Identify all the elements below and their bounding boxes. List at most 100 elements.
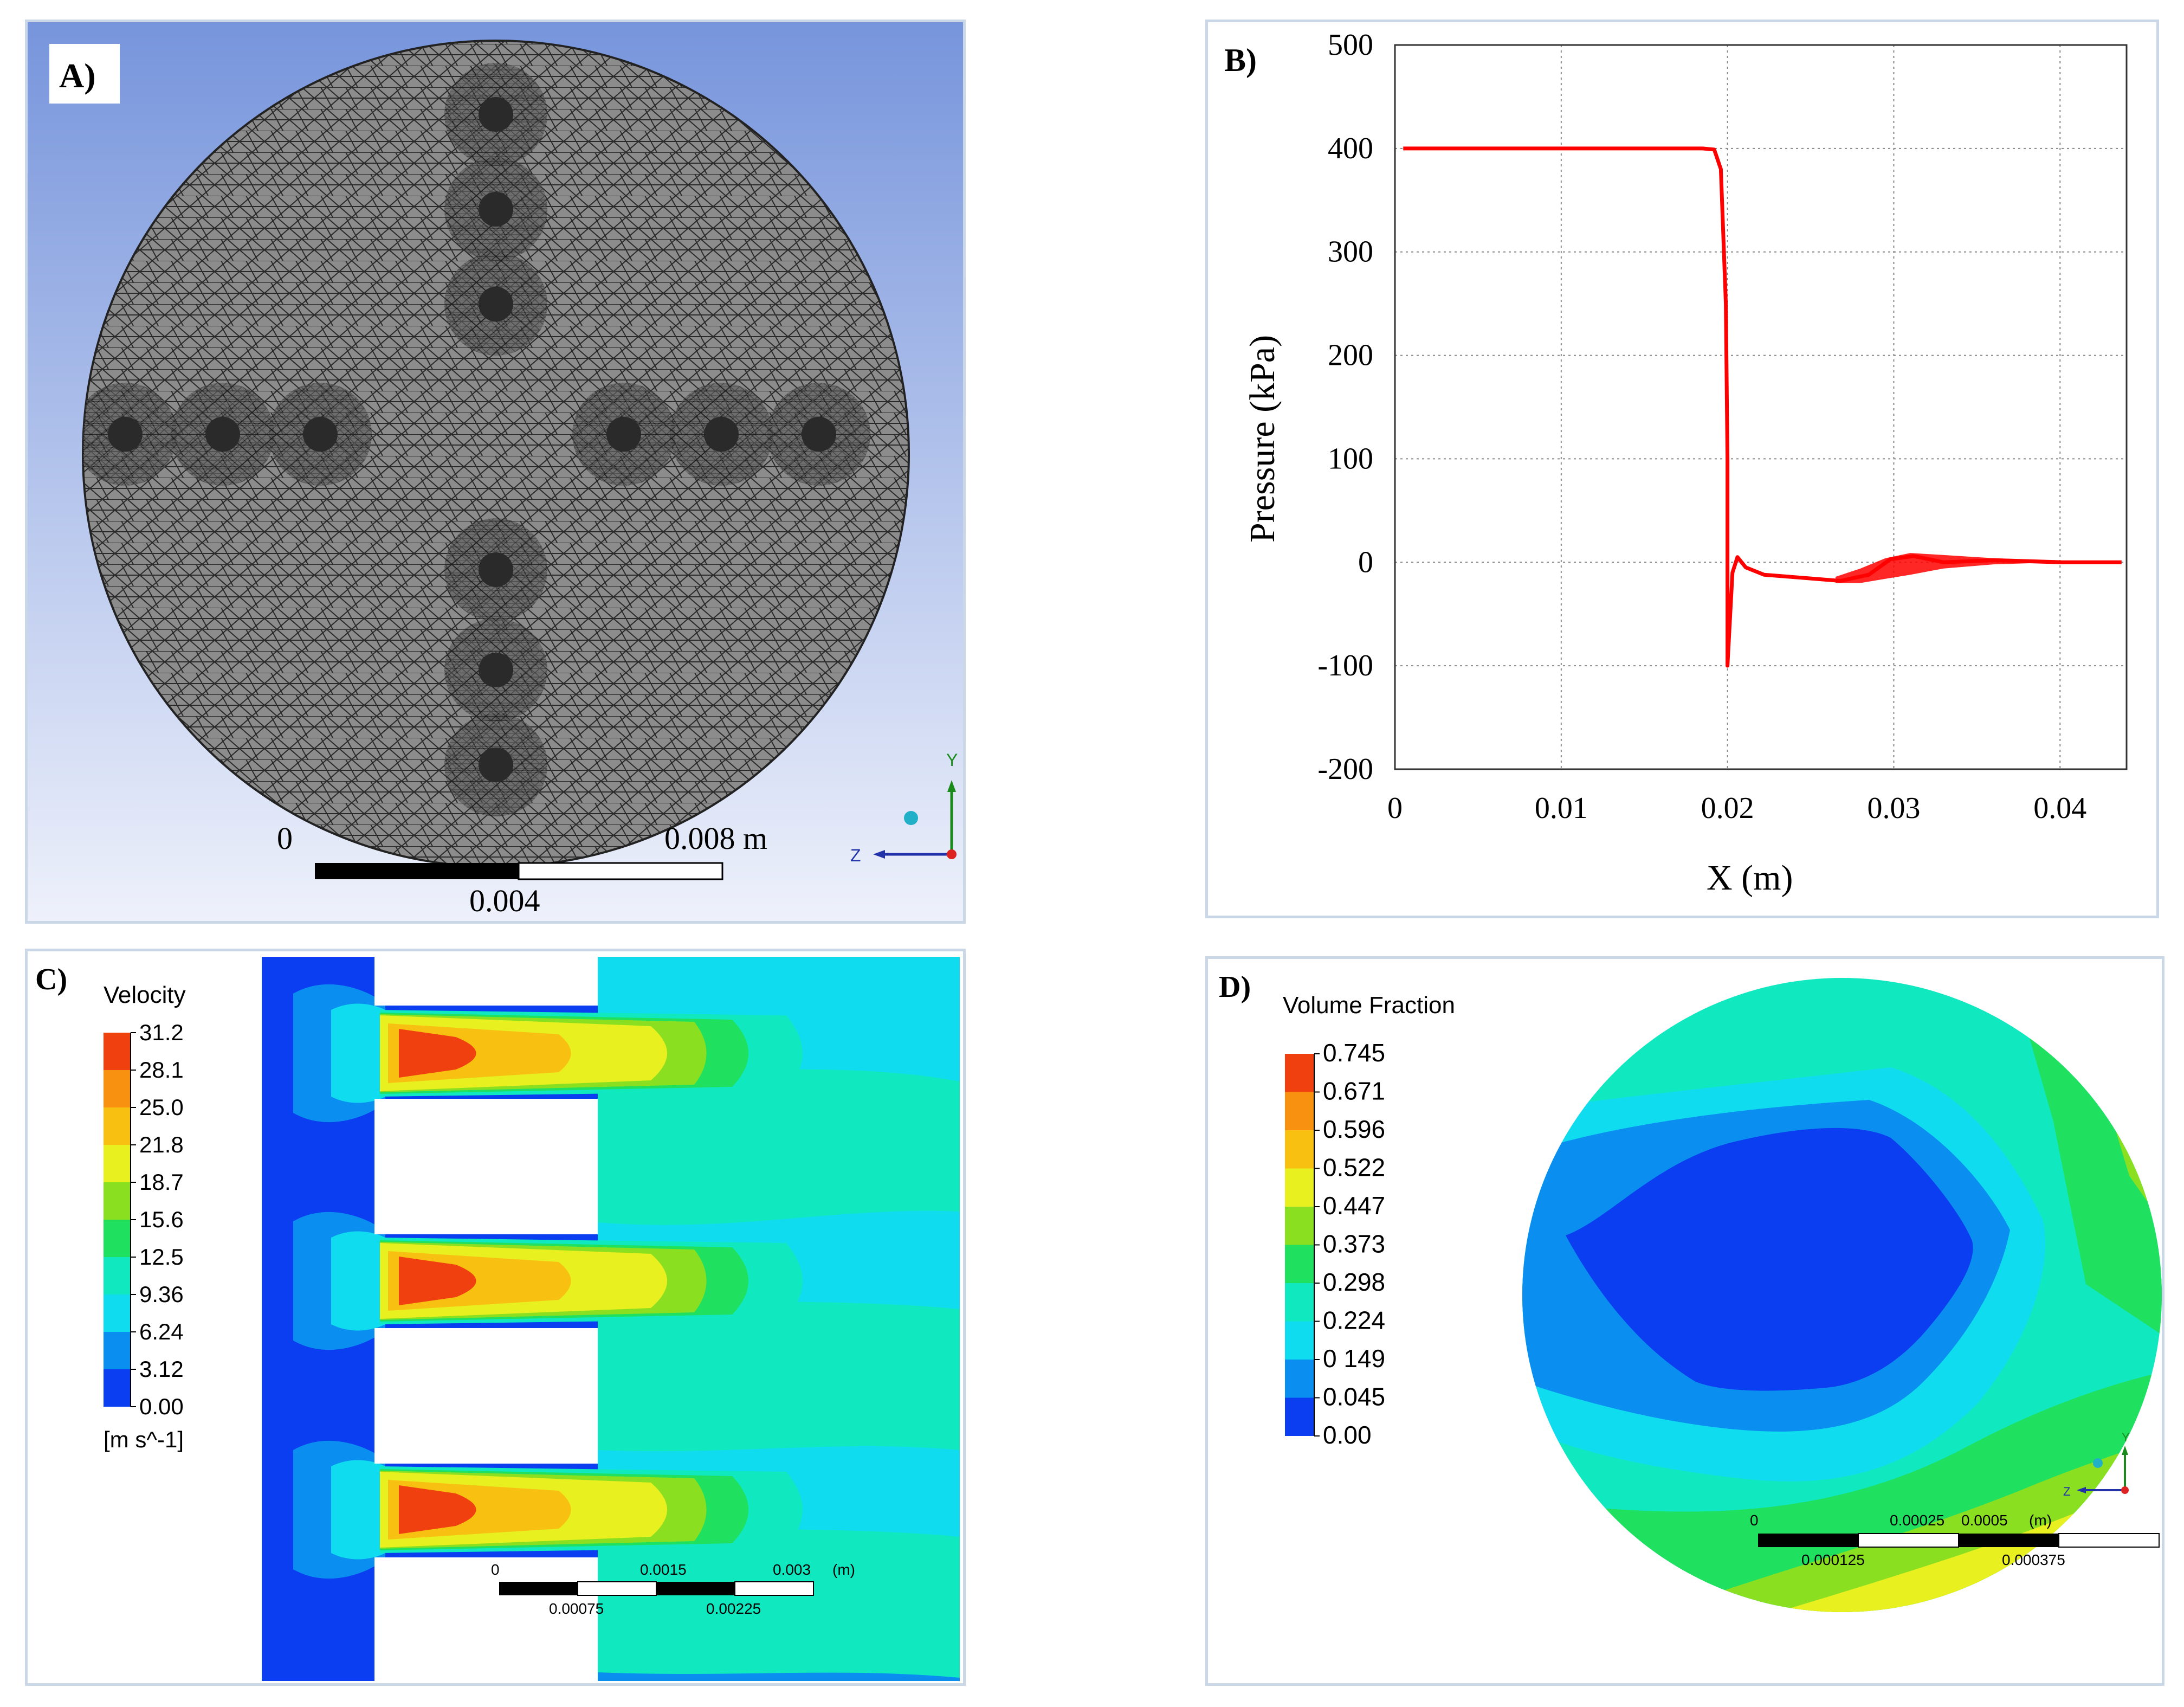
x-tick-label-2: 0.02 (1701, 791, 1754, 825)
pressure-curve (1403, 146, 2122, 668)
plot-frame (1394, 44, 2128, 770)
x-axis-label: X (m) (1707, 858, 1793, 898)
legendD-label-6: 0.298 (1323, 1268, 1385, 1296)
axis-triad: Y Z (850, 750, 958, 865)
jet-1-layer-1 (331, 1231, 385, 1331)
mesh-figure: A) 0 0.008 m 0.004 Y Z (28, 22, 963, 921)
mesh-hole-4 (479, 653, 513, 687)
legendC-label-9: 3.12 (139, 1356, 184, 1382)
legendC-swatch-6 (104, 1257, 131, 1294)
scale-label-b0: 0.000125 (1801, 1551, 1865, 1568)
mesh-hole-9 (606, 417, 641, 452)
scale-label-1: 0.00025 (1890, 1512, 1944, 1529)
ticks: 0 0.01 0.02 0.03 0.04 -200 -100 0 100 200 300 400 50… (1317, 28, 2086, 825)
mesh-domain (82, 40, 910, 868)
contour-field (262, 957, 960, 1683)
scale-label-b1: 0.00225 (706, 1600, 761, 1617)
legendD-swatch-9 (1285, 1397, 1314, 1436)
mesh-hole-2 (479, 287, 513, 321)
legendD-label-7: 0.224 (1323, 1306, 1385, 1335)
velocity-jets (293, 984, 803, 1579)
pressure-chart: B) 0 0.01 0.02 0.03 0.04 -200 -100 0 100 200 300 40… (1224, 28, 2128, 898)
scale-label-unit: (m) (2029, 1512, 2052, 1529)
legendC-swatch-7 (104, 1294, 131, 1332)
pressure-band (1836, 553, 2060, 583)
legendD-swatch-0 (1285, 1054, 1314, 1092)
volume-fraction-contour: D) Volume Fraction 0.7450.6710.5960.5220… (1219, 970, 2162, 1612)
scale-label-0: 0 (491, 1561, 500, 1578)
contour-field (1522, 978, 2162, 1612)
legendD-swatch-5 (1285, 1245, 1314, 1283)
jet-2-layer-1 (331, 1460, 385, 1560)
mesh-hole-11 (802, 417, 836, 452)
legendC-label-10: 0.00 (139, 1394, 184, 1419)
mesh-hole-5 (479, 748, 513, 782)
legendC-swatch-2 (104, 1107, 131, 1145)
panel-b-chart: B) 0 0.01 0.02 0.03 0.04 -200 -100 0 100 200 300 40… (1205, 20, 2159, 918)
scale-left-label: 0 (277, 821, 293, 856)
scale-bar: 0 0.0015 0.003 (m) 0.00075 0.00225 (491, 1561, 855, 1617)
y-tick-label-7: 500 (1328, 28, 1373, 62)
refined-mesh-zones (83, 63, 870, 816)
legendD-label-9: 0.045 (1323, 1383, 1385, 1411)
volume-fraction-legend: 0.745 0.671 0.596 0.522 0.447 0.373 0.298 0.224… (1285, 1039, 1385, 1449)
y-tick-label-0: -200 (1317, 752, 1373, 786)
scale-label-0: 0 (1750, 1512, 1759, 1529)
mesh-hole-8 (303, 417, 338, 452)
solid-walls (374, 957, 598, 1683)
scale-bar (315, 862, 723, 880)
x-tick-label-0: 0 (1387, 791, 1403, 825)
legendD-label-0: 0.745 (1323, 1039, 1385, 1067)
legendC-label-3: 21.8 (139, 1132, 184, 1157)
legendC-label-2: 25.0 (139, 1094, 184, 1120)
mesh-hole-6 (108, 417, 143, 452)
legendC-swatch-1 (104, 1070, 131, 1107)
y-tick-label-5: 300 (1328, 235, 1373, 269)
legendD-swatch-7 (1285, 1321, 1314, 1360)
axis-z-label: Z (2063, 1485, 2070, 1498)
legendC-swatch-5 (104, 1220, 131, 1257)
mesh-hole-10 (704, 417, 739, 452)
velocity-legend: 31.2 28.1 25.0 21.8 18.7 15.6 12.5 9.36 6.24 3.12… (104, 1020, 184, 1419)
jet-2-layer-7 (399, 1485, 476, 1534)
legendD-label-5: 0.373 (1323, 1230, 1385, 1258)
legendD-swatch-3 (1285, 1168, 1314, 1207)
scale-label-b1: 0.000375 (2002, 1551, 2065, 1568)
jet-0-layer-7 (399, 1029, 476, 1078)
jet-1-layer-7 (399, 1257, 476, 1305)
panel-c-velocity: C) Velocity 31.2 28.1 25.0 21.8 18.7 15.6 12.5… (25, 949, 966, 1686)
legendC-label-8: 6.24 (139, 1319, 184, 1344)
legendC-label-5: 15.6 (139, 1207, 184, 1232)
legendC-label-6: 12.5 (139, 1244, 184, 1270)
grid (1394, 44, 2127, 770)
panel-d-volume-fraction: D) Volume Fraction 0.745 0.671 0.596 0.522 0… (1205, 956, 2164, 1686)
legendD-label-4: 0.447 (1323, 1191, 1385, 1220)
panel-label: C) (35, 963, 67, 996)
scale-bar: 0 0.00025 0.0005 (m) 0.000125 0.000375 (1750, 1512, 2160, 1568)
axis-triad: Y Z (2063, 1431, 2130, 1498)
legendD-swatch-8 (1285, 1360, 1314, 1398)
scale-label-2: 0.0005 (1961, 1512, 2008, 1529)
mesh-hole-1 (479, 192, 513, 227)
legendD-label-8: 0 149 (1323, 1344, 1385, 1373)
scale-label-1: 0.0015 (640, 1561, 687, 1578)
legend-title: Velocity (104, 982, 186, 1008)
y-tick-label-2: 0 (1358, 545, 1373, 579)
y-axis-label: Pressure (kPa) (1243, 335, 1282, 543)
mesh-hole-7 (205, 417, 240, 452)
velocity-contour: C) Velocity 31.2 28.1 25.0 21.8 18.7 15.6 12.5… (35, 957, 960, 1683)
legendD-swatch-4 (1285, 1207, 1314, 1245)
legendC-swatch-8 (104, 1332, 131, 1369)
legendD-label-3: 0.522 (1323, 1154, 1385, 1182)
legendD-swatch-1 (1285, 1092, 1314, 1130)
legendC-label-4: 18.7 (139, 1169, 184, 1195)
scale-label-2: 0.003 (773, 1561, 811, 1578)
y-tick-label-3: 100 (1328, 442, 1373, 475)
x-tick-label-1: 0.01 (1535, 791, 1588, 825)
legendD-label-1: 0.671 (1323, 1077, 1385, 1105)
axis-y-label: Y (2122, 1431, 2130, 1444)
legendC-label-7: 9.36 (139, 1281, 184, 1307)
axis-y-label: Y (946, 750, 958, 770)
y-tick-label-4: 200 (1328, 339, 1373, 372)
legend-title: Volume Fraction (1283, 992, 1455, 1019)
